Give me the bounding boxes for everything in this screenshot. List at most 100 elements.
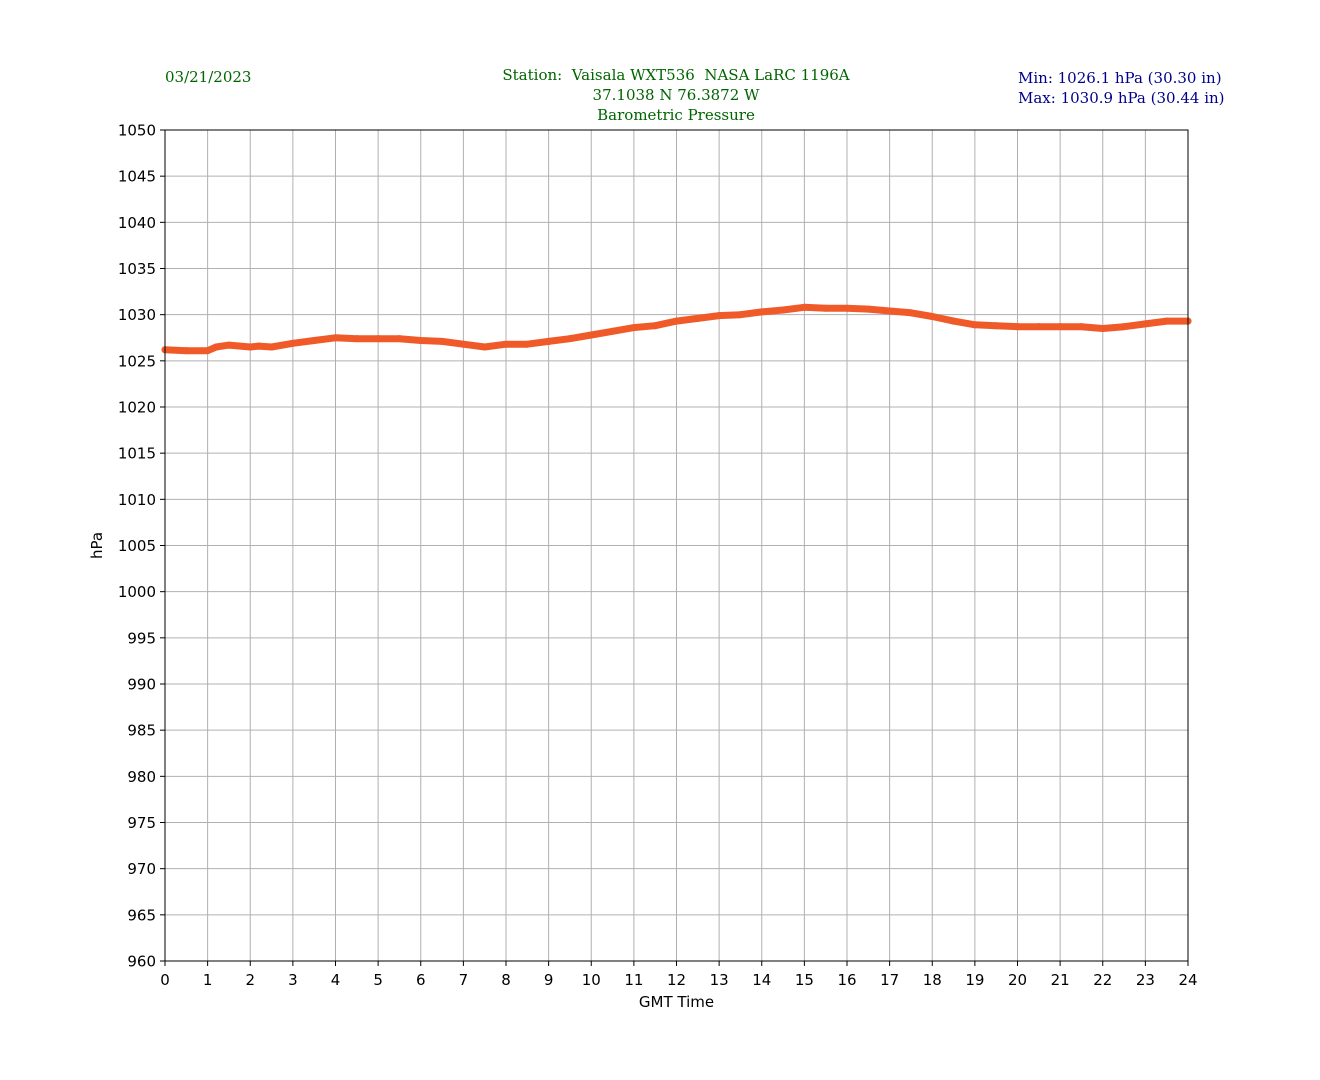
y-axis-label: hPa (88, 532, 106, 559)
pressure-data-point (459, 340, 467, 348)
pressure-data-point (395, 335, 403, 343)
chart-title: Barometric Pressure (597, 106, 755, 124)
pressure-data-point (992, 322, 1000, 330)
x-axis-ticks: 0 1 2 3 4 5 6 7 8 9 10 11 12 13 14 15 16 17 18 19 20 21 22 23 24 (160, 961, 1198, 989)
pressure-data-point (481, 343, 489, 351)
pressure-data-point (268, 343, 276, 351)
pressure-data-point (1035, 323, 1043, 331)
y-tick-label: 1030 (118, 306, 156, 324)
max-pressure-label: Max: 1030.9 hPa (30.44 in) (1018, 89, 1225, 107)
pressure-data-point (332, 334, 339, 342)
x-tick-label: 0 (160, 971, 170, 989)
pressure-data-point (758, 308, 766, 316)
pressure-data-point (736, 311, 744, 319)
y-tick-label: 1025 (118, 352, 156, 370)
x-tick-label: 17 (880, 971, 899, 989)
x-tick-label: 22 (1093, 971, 1112, 989)
pressure-data-point (928, 313, 936, 321)
x-tick-label: 24 (1178, 971, 1197, 989)
y-tick-label: 995 (127, 629, 156, 647)
pressure-data-point (1141, 320, 1149, 328)
y-tick-label: 990 (127, 676, 156, 694)
pressure-data-point (843, 304, 851, 312)
x-tick-label: 9 (544, 971, 554, 989)
y-axis-ticks: 960 965 970 975 980 985 990 995 1000 1005 1010 1015… (118, 122, 165, 971)
pressure-data-point (566, 335, 574, 343)
coordinates-line: 37.1038 N 76.3872 W (592, 86, 760, 104)
series-layer (161, 303, 1192, 355)
x-tick-label: 15 (795, 971, 814, 989)
min-max-stats: Min: 1026.1 hPa (30.30 in) Max: 1030.9 h… (1018, 68, 1225, 108)
pressure-data-point (1163, 317, 1171, 325)
pressure-data-point (289, 339, 297, 347)
pressure-data-point (950, 317, 958, 325)
pressure-data-point (204, 347, 212, 355)
pressure-data-point (800, 303, 808, 311)
pressure-data-point (545, 337, 553, 345)
pressure-data-point (1077, 323, 1085, 331)
x-tick-label: 1 (203, 971, 213, 989)
x-tick-label: 19 (965, 971, 984, 989)
pressure-data-point (438, 337, 446, 345)
pressure-data-point (715, 312, 723, 320)
x-tick-label: 7 (459, 971, 469, 989)
pressure-data-point (417, 337, 425, 345)
x-tick-label: 11 (624, 971, 643, 989)
x-tick-label: 8 (501, 971, 511, 989)
date-label: 03/21/2023 (165, 68, 252, 86)
y-tick-label: 1040 (118, 214, 156, 232)
pressure-data-point (246, 343, 254, 351)
pressure-data-point (651, 322, 659, 330)
x-tick-label: 6 (416, 971, 426, 989)
y-tick-label: 1050 (118, 122, 156, 140)
pressure-data-point (310, 337, 318, 345)
y-tick-label: 1035 (118, 260, 156, 278)
pressure-data-point (587, 331, 595, 339)
x-tick-label: 21 (1051, 971, 1070, 989)
x-tick-label: 14 (752, 971, 771, 989)
y-tick-label: 970 (127, 860, 156, 878)
pressure-data-point (353, 335, 361, 343)
pressure-data-point (1099, 325, 1107, 333)
y-tick-label: 975 (127, 814, 156, 832)
grid-layer (164, 129, 1189, 962)
pressure-data-point (886, 307, 894, 315)
y-tick-label: 1020 (118, 399, 156, 417)
x-tick-label: 12 (667, 971, 686, 989)
station-line: Station: Vaisala WXT536 NASA LaRC 1196A (502, 66, 850, 84)
y-tick-label: 1045 (118, 168, 156, 186)
pressure-data-point (694, 314, 702, 322)
y-tick-label: 1005 (118, 537, 156, 555)
x-tick-label: 18 (923, 971, 942, 989)
pressure-data-point (212, 343, 220, 351)
chart-title-block: Station: Vaisala WXT536 NASA LaRC 1196A … (376, 65, 976, 125)
pressure-data-point (255, 342, 263, 350)
x-tick-label: 3 (288, 971, 298, 989)
y-tick-label: 980 (127, 768, 156, 786)
pressure-data-point (630, 324, 638, 332)
pressure-data-point (822, 304, 830, 312)
x-axis-label: GMT Time (639, 993, 714, 1011)
pressure-data-point (374, 335, 382, 343)
pressure-data-point (523, 340, 531, 348)
pressure-data-point (1120, 323, 1128, 331)
pressure-data-point (1014, 323, 1021, 331)
x-tick-label: 5 (373, 971, 383, 989)
pressure-data-point (182, 347, 190, 355)
pressure-data-point (673, 317, 680, 325)
x-tick-label: 10 (582, 971, 601, 989)
y-tick-label: 1015 (118, 445, 156, 463)
pressure-data-point (864, 305, 872, 313)
x-tick-label: 20 (1008, 971, 1027, 989)
pressure-data-point (971, 321, 979, 329)
y-tick-label: 985 (127, 722, 156, 740)
y-tick-label: 1010 (118, 491, 156, 509)
pressure-data-point (225, 341, 233, 349)
y-tick-label: 1000 (118, 583, 156, 601)
y-tick-label: 965 (127, 906, 156, 924)
pressure-data-point (502, 340, 510, 348)
x-tick-label: 23 (1136, 971, 1155, 989)
pressure-data-point (907, 309, 915, 317)
pressure-data-point (779, 306, 787, 314)
